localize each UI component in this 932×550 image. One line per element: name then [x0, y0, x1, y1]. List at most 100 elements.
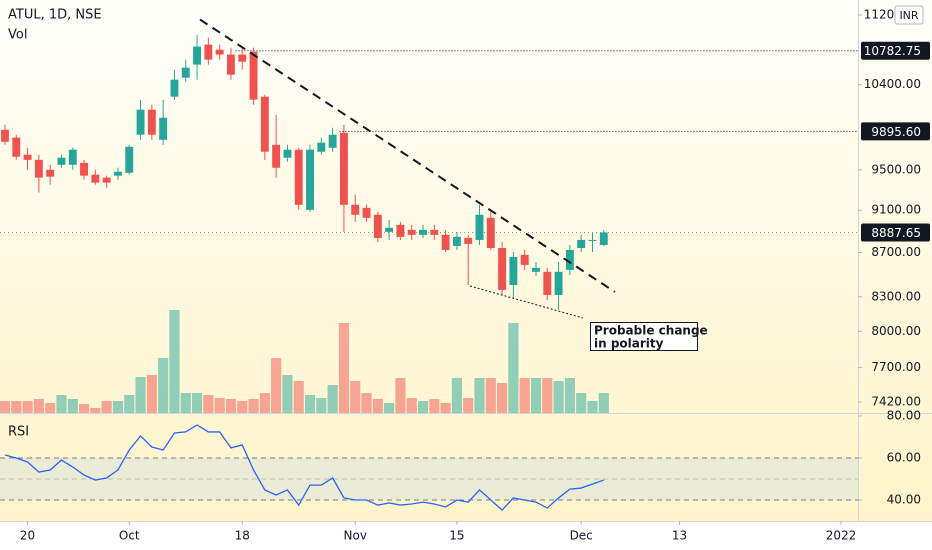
- chart-title: ATUL, 1D, NSE: [8, 8, 102, 23]
- candle-body: [147, 109, 156, 135]
- candle-body: [385, 227, 394, 232]
- x-tick-label: Dec: [570, 529, 593, 543]
- volume-bar: [135, 377, 146, 413]
- volume-bar: [124, 395, 135, 413]
- x-tick-label: Nov: [344, 529, 367, 543]
- candle-body: [91, 174, 100, 183]
- y-tick-label: 8300.00: [871, 289, 921, 303]
- volume-bar: [293, 381, 304, 413]
- volume-bar: [361, 393, 372, 413]
- y-tick-label: 8700.00: [871, 245, 921, 259]
- currency-badge: [894, 5, 924, 25]
- x-tick-label: 20: [20, 529, 35, 543]
- volume-bar: [417, 401, 429, 413]
- volume-bar: [33, 399, 44, 413]
- x-tick-label: 13: [672, 529, 687, 543]
- volume-bar: [451, 378, 462, 413]
- y-tick-label: 9500.00: [871, 162, 921, 176]
- x-tick-label: 15: [449, 529, 464, 543]
- candle-body: [565, 249, 574, 270]
- volume-bar: [350, 381, 361, 413]
- candle-body: [46, 169, 55, 177]
- level-box: [861, 41, 930, 60]
- level-box: [861, 122, 930, 141]
- candle-body: [430, 229, 439, 235]
- volume-bar: [225, 399, 237, 413]
- candle-body: [272, 144, 281, 168]
- volume-bar: [158, 358, 169, 413]
- volume-bar: [259, 393, 270, 413]
- y-tick-label: 7420.00: [871, 395, 921, 409]
- last-price-label: 8887.65: [871, 226, 921, 240]
- candle-body: [599, 232, 608, 245]
- candle-body: [193, 46, 201, 65]
- y-tick-label: 8000.00: [871, 324, 921, 338]
- time-axis-bg: [0, 521, 932, 550]
- volume-bar: [237, 401, 248, 413]
- candle-body: [260, 96, 269, 152]
- volume-bar: [146, 375, 157, 413]
- x-tick-label: 2022: [826, 529, 857, 543]
- candle-body: [306, 149, 314, 210]
- candle-body: [57, 157, 66, 165]
- volume-bar: [429, 399, 440, 413]
- candle-body: [1, 129, 9, 142]
- volume-bar: [474, 378, 485, 413]
- y-tick-label: 80.00: [887, 408, 921, 422]
- candle-body: [102, 177, 111, 183]
- candle-body: [204, 44, 213, 60]
- volume-bar: [587, 401, 598, 413]
- volume-bar: [485, 378, 496, 413]
- volume-bar: [372, 399, 383, 413]
- volume-bar: [406, 398, 417, 413]
- candle-body: [509, 256, 518, 285]
- candle-body: [543, 271, 552, 295]
- candle-body: [464, 237, 473, 244]
- candle-body: [181, 67, 190, 78]
- volume-bar: [304, 395, 316, 413]
- x-tick-label: 18: [235, 529, 250, 543]
- y-tick-label: 7700.00: [871, 360, 921, 374]
- level-label: 10782.75: [864, 44, 921, 58]
- candle-body: [532, 267, 540, 272]
- candle-body: [317, 142, 326, 152]
- volume-bar: [56, 395, 67, 413]
- candle-body: [328, 134, 337, 148]
- candle-body: [114, 171, 122, 176]
- candle-body: [80, 162, 89, 176]
- volume-bar: [112, 401, 124, 413]
- volume-bar: [576, 393, 587, 413]
- volume-bar: [327, 385, 338, 413]
- volume-bar: [519, 378, 530, 413]
- volume-bar: [384, 403, 395, 413]
- candle-body: [12, 137, 21, 157]
- volume-bar: [169, 310, 180, 413]
- volume-bar: [22, 401, 33, 413]
- y-tick-label: 10400.00: [864, 77, 921, 91]
- note-text: Probable change: [594, 324, 708, 338]
- candle-body: [226, 54, 235, 75]
- level-label: 9895.60: [871, 125, 921, 139]
- volume-bar: [463, 398, 474, 413]
- candle-body: [68, 149, 77, 165]
- volume-bar: [0, 401, 11, 413]
- candle-body: [125, 146, 134, 173]
- candle-body: [351, 204, 360, 215]
- candle-body: [170, 79, 179, 97]
- candle-body: [339, 132, 348, 205]
- candle-body: [362, 207, 371, 218]
- volume-bar: [564, 378, 575, 413]
- currency-label: INR: [899, 9, 918, 22]
- trendline: [199, 18, 616, 293]
- candle-body: [215, 49, 224, 55]
- candle-body: [283, 149, 292, 158]
- candle-body: [419, 229, 427, 235]
- volume-label: Vol: [8, 28, 27, 43]
- 2 4: [469, 285, 584, 319]
- volume-bar: [440, 403, 451, 413]
- volume-bar: [180, 393, 191, 413]
- candle-body: [407, 229, 416, 235]
- volume-bar: [45, 403, 56, 413]
